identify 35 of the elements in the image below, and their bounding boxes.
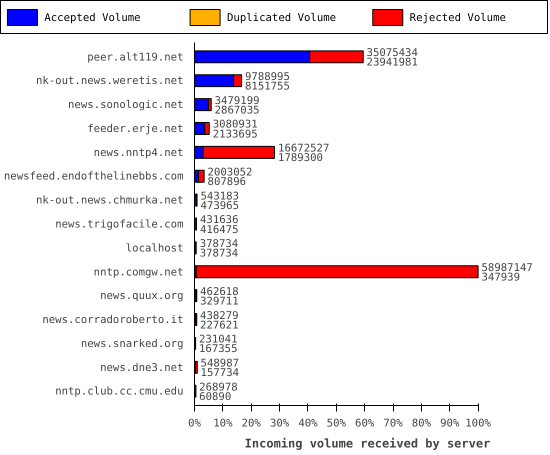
x-tick-label: 70% (383, 416, 404, 430)
y-tick-label: nk-out.news.chmurka.net (36, 194, 184, 207)
x-tick-label: 0% (188, 416, 202, 430)
y-tick-label: news.corradoroberto.it (42, 313, 184, 326)
annotation: 167355 (199, 342, 238, 356)
x-tick-label: 30% (270, 416, 290, 430)
y-tick-label: nntp.club.cc.cmu.edu (55, 384, 184, 398)
x-tick-label: 20% (242, 416, 262, 430)
legend-label: Rejected Volume (410, 11, 506, 24)
legend-label: Duplicated Volume (227, 11, 336, 24)
x-tick-label: 50% (326, 416, 347, 430)
y-tick-label: peer.alt119.net (87, 50, 184, 64)
x-tick-label: 100% (465, 416, 492, 430)
y-tick-label: news.quux.org (100, 289, 184, 302)
x-tick-label: 10% (213, 416, 234, 430)
x-axis-title: Incoming volume received by server (244, 436, 490, 450)
x-tick-label: 40% (298, 416, 318, 430)
y-tick-label: news.sonologic.net (68, 98, 184, 112)
legend-label: Accepted Volume (44, 11, 141, 24)
y-tick-label: news.dne3.net (100, 360, 184, 374)
y-tick-label: localhost (126, 241, 184, 254)
y-tick-label: nk-out.news.weretis.net (36, 74, 184, 88)
annotation: 1789300 (278, 151, 323, 164)
annotation: 23941981 (366, 56, 418, 69)
annotation: 378734 (200, 246, 238, 260)
y-tick-label: newsfeed.endofthelinebbs.com (4, 170, 184, 183)
y-tick-label: news.snarked.org (80, 336, 184, 350)
x-tick-label: 80% (412, 416, 432, 430)
y-tick-label: news.nntp4.net (94, 146, 184, 159)
y-tick-label: feeder.erje.net (87, 122, 184, 135)
annotation: 157734 (200, 366, 240, 380)
y-tick-label: nntp.comgw.net (94, 265, 184, 278)
x-tick-label: 60% (355, 416, 375, 430)
x-tick-label: 90% (440, 416, 460, 430)
y-tick-label: news.trigofacile.com (55, 218, 184, 230)
